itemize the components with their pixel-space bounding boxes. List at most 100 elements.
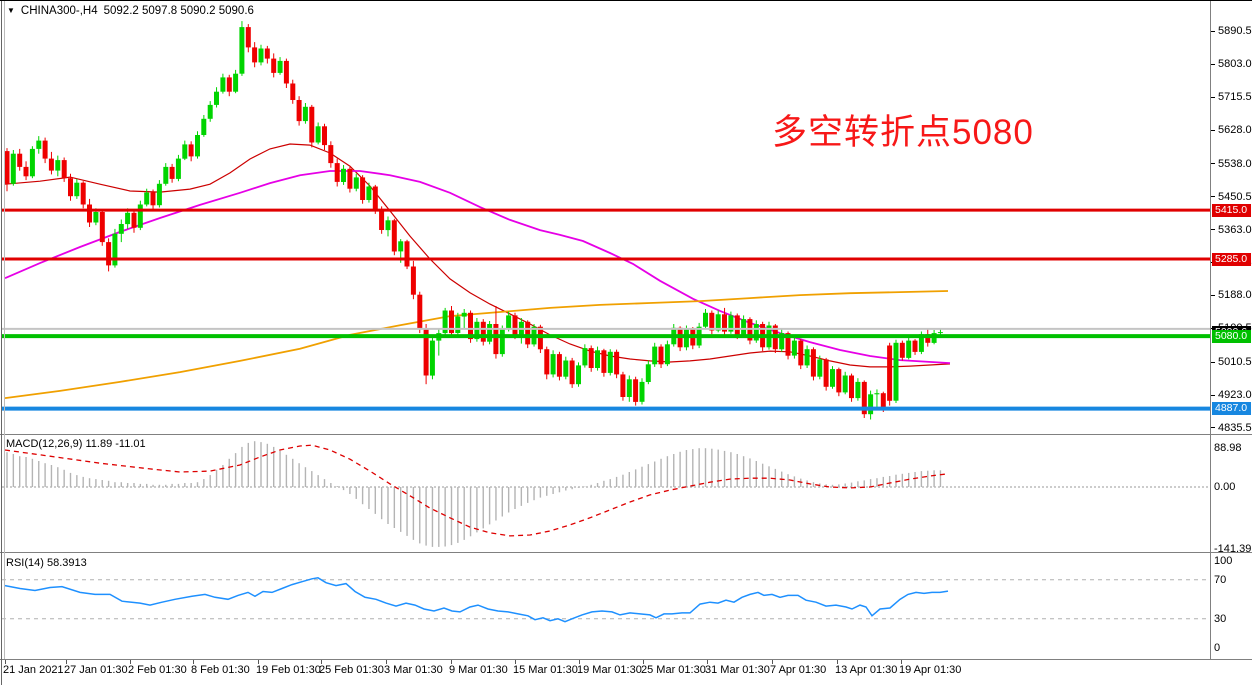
candle-body — [836, 369, 842, 393]
price-badge-5080.0: 5080.0 — [1212, 329, 1251, 343]
macd-axis-label: 0.00 — [1214, 481, 1236, 493]
price-axis-label: 4835.5 — [1218, 421, 1252, 434]
candle-body — [417, 294, 423, 330]
candle-body — [842, 375, 848, 393]
candle-body — [220, 77, 226, 92]
candle-body — [17, 153, 23, 167]
candle-body — [544, 349, 550, 375]
macd-axis-label: -141.39 — [1214, 543, 1252, 556]
macd-signal-line — [4, 444, 949, 537]
candle-body — [233, 73, 239, 92]
candle-body — [36, 140, 42, 149]
time-axis-tick — [386, 660, 387, 664]
candle-body — [804, 349, 810, 366]
price-axis-tick — [1211, 294, 1215, 296]
candle-body — [595, 350, 600, 368]
time-axis-tick — [258, 660, 259, 664]
candle-body — [855, 381, 861, 399]
time-axis-tick — [451, 660, 452, 664]
candle-body — [798, 340, 804, 366]
candle-body — [791, 340, 797, 356]
candle-body — [334, 163, 340, 182]
candle-body — [372, 186, 378, 211]
candle-body — [741, 319, 747, 336]
ma-fast-red — [4, 143, 951, 368]
time-axis-label: 3 Mar 01:30 — [384, 664, 443, 676]
time-axis-label: 8 Feb 01:30 — [191, 664, 250, 676]
candle-body — [779, 333, 785, 350]
time-axis-tick — [321, 660, 322, 664]
candle-body — [506, 315, 512, 330]
candle-body — [525, 321, 531, 345]
candle-body — [563, 360, 569, 377]
rsi-axis-label: 0 — [1214, 642, 1221, 654]
candle-body — [601, 350, 607, 373]
candle-body — [201, 118, 207, 135]
time-axis-tick — [130, 660, 131, 664]
price-axis-label: 5803.0 — [1218, 58, 1252, 71]
candle-body — [588, 348, 594, 368]
candle-body — [74, 182, 80, 197]
price-axis-tick — [1211, 394, 1215, 396]
candle-body — [322, 126, 327, 146]
price-axis-label: 5628.0 — [1218, 124, 1252, 137]
price-badge-5285.0: 5285.0 — [1212, 252, 1251, 266]
rsi-indicator-label: RSI(14) 58.3913 — [6, 557, 87, 569]
time-axis-tick — [901, 660, 902, 664]
candle-body — [893, 342, 899, 401]
candle-body — [391, 220, 397, 252]
candle-body — [576, 365, 581, 385]
candle-body — [283, 60, 289, 84]
candle-body — [810, 349, 816, 377]
time-axis-label: 27 Jan 01:30 — [64, 664, 128, 676]
candle-body — [144, 192, 150, 205]
candle-body — [880, 393, 886, 408]
macd-indicator-label: MACD(12,26,9) 11.89 -11.01 — [6, 438, 146, 450]
candle-body — [849, 375, 854, 399]
candle-body — [683, 329, 689, 348]
candle-body — [550, 354, 556, 375]
candle-body — [455, 316, 461, 333]
candle-body — [68, 178, 73, 197]
candle-body — [487, 324, 493, 342]
candle-body — [398, 241, 404, 252]
time-axis-label: 19 Feb 01:30 — [256, 664, 321, 676]
candle-body — [175, 158, 181, 179]
candle-body — [785, 333, 791, 356]
candle-body — [474, 321, 480, 340]
price-axis-label: 5890.5 — [1218, 25, 1252, 38]
candle-body — [10, 153, 16, 184]
time-axis-tick — [515, 660, 516, 664]
candle-body — [830, 369, 835, 387]
candle-body — [188, 144, 194, 157]
candle-body — [341, 168, 346, 182]
time-axis-tick — [707, 660, 708, 664]
rsi-line — [4, 577, 949, 623]
candle-body — [366, 186, 372, 200]
symbol-dropdown-icon[interactable]: ▼ — [7, 6, 15, 15]
candle-body — [937, 332, 943, 334]
ma-slow-orange — [4, 290, 949, 399]
price-axis-tick — [1211, 163, 1215, 165]
candle-body — [512, 315, 518, 336]
candle-body — [493, 324, 499, 355]
candle-body — [918, 334, 924, 352]
time-axis-label: 2 Feb 01:30 — [128, 664, 187, 676]
candle-body — [449, 310, 454, 334]
candle-body — [93, 212, 99, 223]
price-axis-label: 5188.0 — [1218, 289, 1252, 302]
time-axis-tick — [193, 660, 194, 664]
candle-body — [442, 310, 448, 334]
candle-body — [347, 168, 353, 189]
candle-body — [626, 379, 632, 397]
rsi-axis-label: 70 — [1214, 573, 1227, 586]
price-axis-tick — [1211, 129, 1215, 131]
symbol-period-label: CHINA300-,H4 — [20, 5, 98, 17]
candle-body — [728, 315, 734, 332]
candle-body — [645, 364, 651, 382]
candle-body — [252, 47, 258, 63]
chart-title: ▼ CHINA300-,H4 5092.2 5097.8 5090.2 5090… — [7, 5, 254, 17]
candle-body — [353, 177, 359, 189]
